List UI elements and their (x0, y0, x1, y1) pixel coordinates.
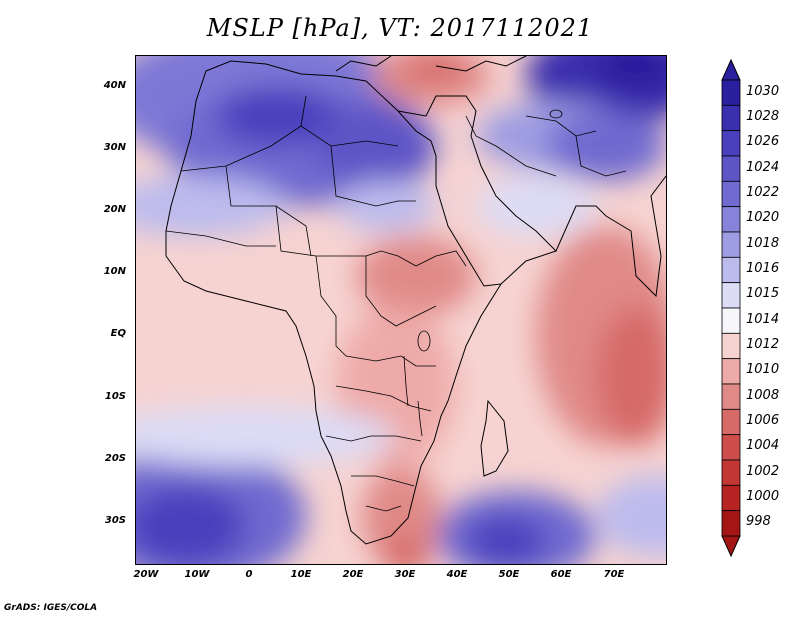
lat-label-30s: 30S (104, 515, 126, 526)
chart-title: MSLP [hPa], VT: 2017112021 (206, 14, 594, 42)
colorbar-level-label: 1030 (746, 83, 780, 99)
coastlines (165, 56, 666, 545)
colorbar-bottom-arrow (721, 535, 741, 558)
colorbar-segment (721, 332, 741, 360)
mslp-map (135, 55, 667, 565)
lat-label-40n: 40N (103, 80, 126, 91)
colorbar-level-label: 1024 (746, 159, 780, 175)
lakes (403, 109, 563, 437)
colorbar-segment (721, 383, 741, 410)
colorbar-segment (721, 307, 741, 334)
colorbar-segment (721, 434, 741, 461)
colorbar-level-label: 1004 (746, 438, 780, 454)
lon-label-0: 0 (245, 569, 253, 580)
colorbar-level-label: 1026 (746, 134, 780, 150)
lat-label-10s: 10S (104, 391, 126, 402)
colorbar-level-label: 1002 (746, 463, 780, 479)
lon-label-50e: 50E (498, 569, 520, 580)
colorbar-segment (721, 206, 741, 233)
lon-label-30e: 30E (394, 569, 416, 580)
borders (165, 95, 627, 512)
colorbar-segment (721, 155, 741, 182)
credit-text: GrADS: IGES/COLA (4, 603, 98, 613)
colorbar-segment (721, 282, 741, 309)
colorbar-segment (721, 180, 741, 208)
lon-label-20w: 20W (133, 569, 159, 580)
colorbar-level-label: 1022 (746, 185, 780, 200)
colorbar-level-label: 1000 (746, 489, 780, 504)
colorbar-segment (721, 510, 741, 537)
pressure-field (136, 56, 666, 564)
lon-label-60e: 60E (550, 569, 572, 580)
colorbar-level-label: 1010 (746, 362, 780, 378)
lon-label-20e: 20E (342, 569, 364, 580)
colorbar-level-label: 1018 (746, 235, 780, 251)
colorbar-level-label: 1028 (746, 109, 780, 124)
colorbar-segment (721, 79, 741, 106)
lon-label-10e: 10E (290, 569, 312, 580)
colorbar-level-label: 1014 (746, 311, 780, 327)
colorbar-segment (721, 459, 741, 486)
map-canvas (136, 56, 666, 564)
colorbar-level-label: 1006 (746, 413, 780, 428)
lon-label-10w: 10W (184, 569, 210, 580)
lon-label-40e: 40E (446, 569, 468, 580)
lon-label-70e: 70E (603, 569, 625, 580)
colorbar-segment (721, 130, 741, 157)
lat-label-eq: EQ (110, 328, 126, 339)
colorbar-segment (721, 231, 741, 258)
lat-label-30n: 30N (103, 142, 126, 153)
colorbar (721, 58, 741, 558)
colorbar-level-label: 998 (746, 514, 771, 530)
colorbar-level-label: 1012 (746, 337, 780, 352)
colorbar-segment (721, 256, 741, 284)
lat-label-20n: 20N (103, 204, 126, 215)
colorbar-level-label: 1015 (746, 286, 780, 302)
colorbar-segment (721, 408, 741, 436)
colorbar-top-arrow (721, 58, 741, 81)
colorbar-segment (721, 358, 741, 385)
lat-label-10n: 10N (103, 266, 126, 277)
colorbar-segment (721, 484, 741, 512)
colorbar-level-label: 1016 (746, 261, 780, 276)
colorbar-level-label: 1020 (746, 210, 780, 226)
colorbar-level-label: 1008 (746, 387, 780, 403)
lat-label-20s: 20S (104, 453, 126, 464)
colorbar-segment (721, 104, 741, 132)
